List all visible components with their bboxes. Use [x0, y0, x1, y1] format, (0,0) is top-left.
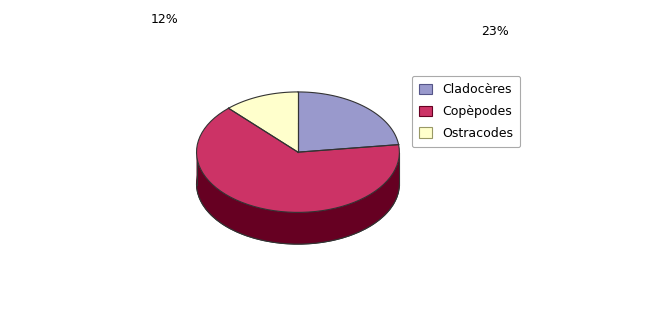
- Legend: Cladocères, Copèpodes, Ostracodes: Cladocères, Copèpodes, Ostracodes: [412, 76, 521, 147]
- Text: 23%: 23%: [480, 25, 509, 38]
- Ellipse shape: [196, 124, 399, 244]
- Polygon shape: [298, 92, 398, 152]
- Polygon shape: [196, 153, 399, 244]
- Polygon shape: [228, 92, 298, 152]
- Text: 12%: 12%: [151, 12, 179, 26]
- Polygon shape: [196, 108, 399, 212]
